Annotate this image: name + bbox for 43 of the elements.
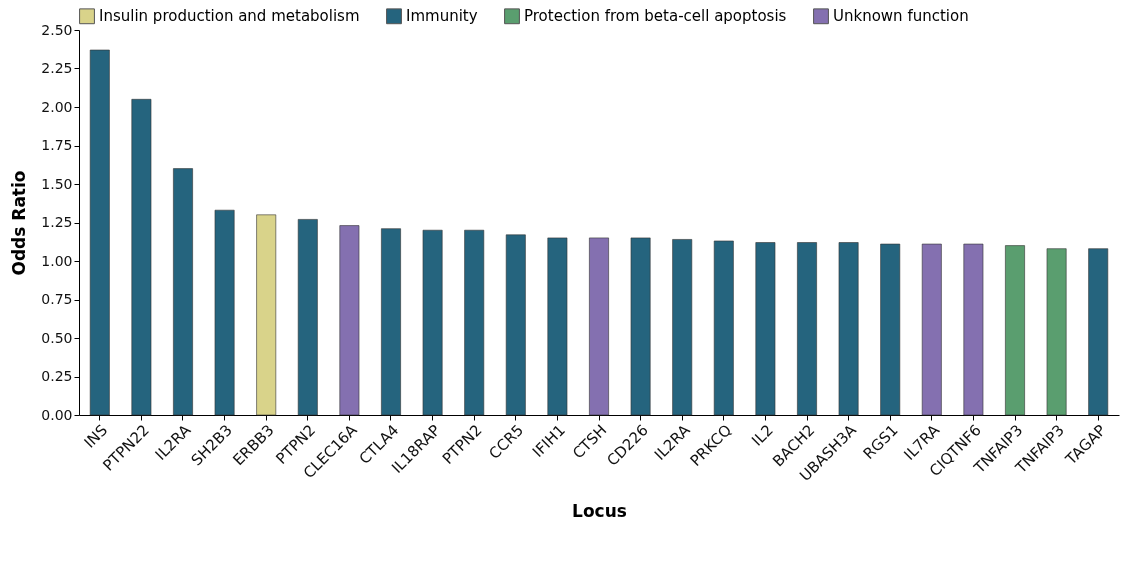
bar — [713, 240, 734, 416]
bar — [921, 243, 942, 416]
y-tick-label: 0.00 — [41, 406, 73, 423]
bar — [838, 242, 859, 416]
y-tick-label: 2.25 — [41, 60, 73, 76]
x-axis-title: Locus — [572, 501, 627, 522]
bar — [880, 243, 901, 416]
y-tick-label: 0.25 — [41, 368, 73, 384]
bar — [630, 237, 651, 416]
bar — [464, 229, 485, 416]
bar — [1005, 245, 1025, 416]
bar — [505, 234, 526, 416]
y-tick-label: 1.75 — [41, 137, 73, 153]
bar — [256, 214, 277, 416]
bar — [672, 239, 693, 416]
y-tick-label: 0.50 — [41, 329, 73, 346]
legend-label: Insulin production and metabolism — [99, 7, 360, 26]
bar — [131, 99, 152, 416]
y-tick-label: 1.00 — [41, 252, 73, 269]
bar — [755, 242, 776, 416]
bar — [214, 209, 235, 416]
bar — [1088, 248, 1109, 416]
bar — [547, 237, 568, 416]
y-tick-label: 1.25 — [41, 214, 73, 230]
bar — [297, 219, 318, 416]
bar — [963, 243, 984, 416]
legend-label: Protection from beta-cell apoptosis — [524, 7, 787, 26]
y-axis-title: Odds Ratio — [9, 170, 30, 276]
bar — [381, 228, 401, 416]
y-tick-label: 2.00 — [41, 98, 73, 115]
bar — [797, 242, 817, 416]
bar — [1046, 248, 1067, 416]
legend-label: Immunity — [406, 7, 478, 26]
bar — [173, 168, 193, 416]
bar — [89, 49, 110, 416]
bar — [589, 237, 609, 416]
bar — [339, 225, 360, 416]
legend-label: Unknown function — [833, 7, 969, 26]
x-tick-label: IL2 — [748, 421, 777, 450]
y-tick-label: 0.75 — [41, 291, 73, 307]
y-tick-label: 2.50 — [41, 21, 73, 38]
y-tick-label: 1.50 — [41, 175, 73, 192]
bar — [422, 229, 443, 416]
